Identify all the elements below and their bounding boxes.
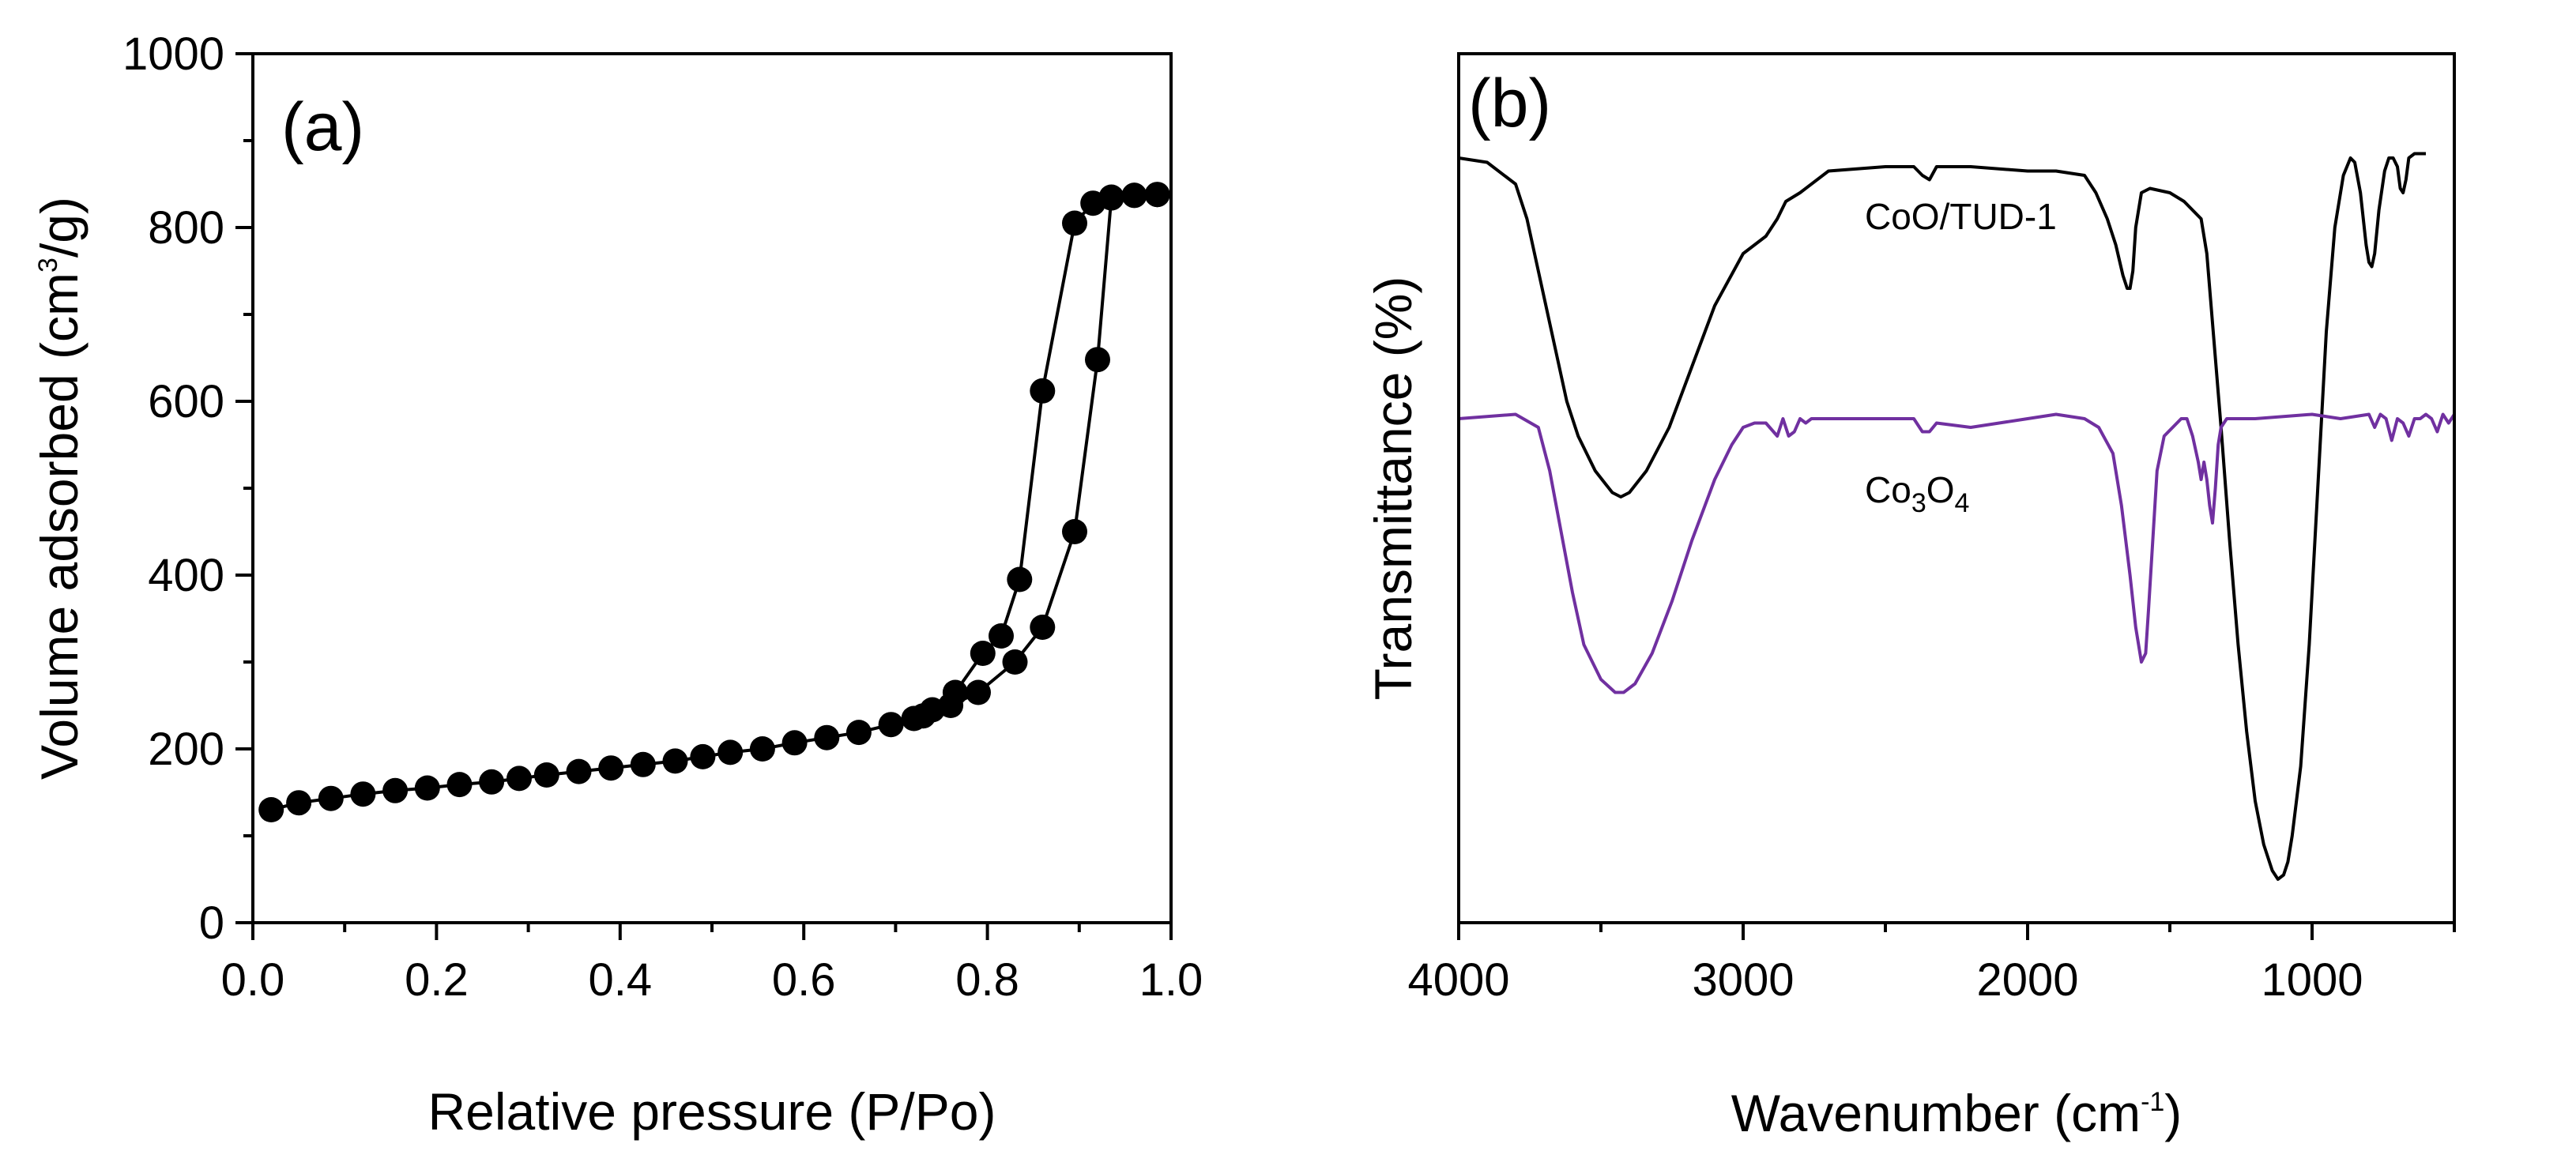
desorption-point [1007,566,1033,592]
y-tick-label: 1000 [122,28,224,80]
y-tick-label: 800 [148,202,224,254]
y-tick-label: 600 [148,376,224,427]
series-label-co3o4-o: O [1926,469,1955,510]
adsorption-point [350,781,376,807]
x-tick-label: 0.6 [772,954,836,1006]
adsorption-point [533,762,559,788]
x-tick-label: 3000 [1692,954,1794,1006]
chart-a-y-axis-label-end: /g) [30,197,89,258]
chart-a-ticks: 0.0 0.2 0.4 0.6 0.8 1.0 0 200 400 600 800 1000 [122,28,1203,1006]
chart-a-y-axis-label-main: Volume adsorbed (cm [30,273,89,780]
adsorption-point [507,765,532,792]
adsorption-point [781,730,808,756]
x-tick-label: 0.2 [405,954,469,1006]
series-line-adsorption [270,193,1158,811]
desorption-point [942,679,968,705]
x-tick-label: 1000 [2261,954,2363,1006]
x-tick-label: 2000 [1976,954,2078,1006]
chart-b-marks [1458,152,2456,881]
adsorption-point [286,790,312,816]
series-label-co3o4-co: Co [1865,469,1911,510]
series-label-co3o4-sub3: 3 [1911,488,1926,518]
chart-b-x-axis-label-sup: -1 [2141,1087,2164,1117]
x-tick-label: 0.4 [588,954,652,1006]
adsorption-point [845,720,872,746]
y-tick-label: 0 [199,897,224,949]
adsorption-point [1030,615,1056,640]
adsorption-point [479,769,505,795]
adsorption-point [1002,649,1028,675]
adsorption-point [598,755,624,781]
chart-b-x-axis-label-main: Wavenumber (cm [1731,1084,2141,1142]
adsorption-point [382,777,409,803]
adsorption-point [630,751,656,777]
y-tick-label: 400 [148,550,224,601]
series-label-co3o4: Co3O4 [1865,469,1969,518]
chart-b-y-axis-label: Transmittance (%) [1364,276,1422,701]
adsorption-point [878,712,904,738]
desorption-point [970,641,996,666]
x-tick-label: 0.8 [955,954,1019,1006]
x-tick-label: 0.0 [221,954,285,1006]
desorption-point [1080,190,1106,216]
series-label-co3o4-sub4: 4 [1955,488,1970,518]
adsorption-point [446,772,473,798]
desorption-point [989,623,1014,649]
desorption-point [1062,210,1087,236]
chart-b: 4000 3000 2000 1000 (b) CoO/TUD-1 Co3O4 Wav… [1364,52,2456,1142]
adsorption-point [690,743,716,769]
adsorption-point [966,679,991,705]
chart-b-panel-label: (b) [1468,66,1551,141]
chart-a-y-axis-label: Volume adsorbed (cm3/g) [30,197,89,780]
desorption-point [1144,182,1170,208]
series-label-cootud1: CoO/TUD-1 [1865,196,2057,237]
desorption-point [1121,182,1147,209]
y-tick-label: 200 [148,724,224,775]
chart-b-frame [1457,52,2456,924]
adsorption-point [717,739,744,765]
chart-a-panel-label: (a) [281,89,364,165]
adsorption-point [814,724,840,750]
series-line-desorption [913,193,1158,720]
x-tick-label: 1.0 [1139,954,1203,1006]
adsorption-point [662,748,688,774]
chart-a-y-axis-label-sup: 3 [33,258,63,273]
chart-b-x-axis-label: Wavenumber (cm-1) [1731,1084,2182,1142]
adsorption-point [749,736,775,762]
desorption-point [1030,378,1056,404]
chart-a-marks [258,182,1170,822]
chart-b-ticks: 4000 3000 2000 1000 [1407,923,2456,1006]
series-line-co3o4 [1458,412,2456,694]
adsorption-point [1085,347,1110,373]
desorption-point [901,705,927,732]
adsorption-point [258,797,284,822]
chart-b-x-axis-label-end: ) [2164,1084,2182,1142]
series-line-cootud1 [1458,152,2426,881]
adsorption-point [1062,519,1087,544]
x-tick-label: 4000 [1407,954,1509,1006]
chart-a-x-axis-label: Relative pressure (P/Po) [428,1082,996,1141]
adsorption-point [318,785,344,811]
adsorption-point [414,775,440,801]
adsorption-point [566,758,592,784]
